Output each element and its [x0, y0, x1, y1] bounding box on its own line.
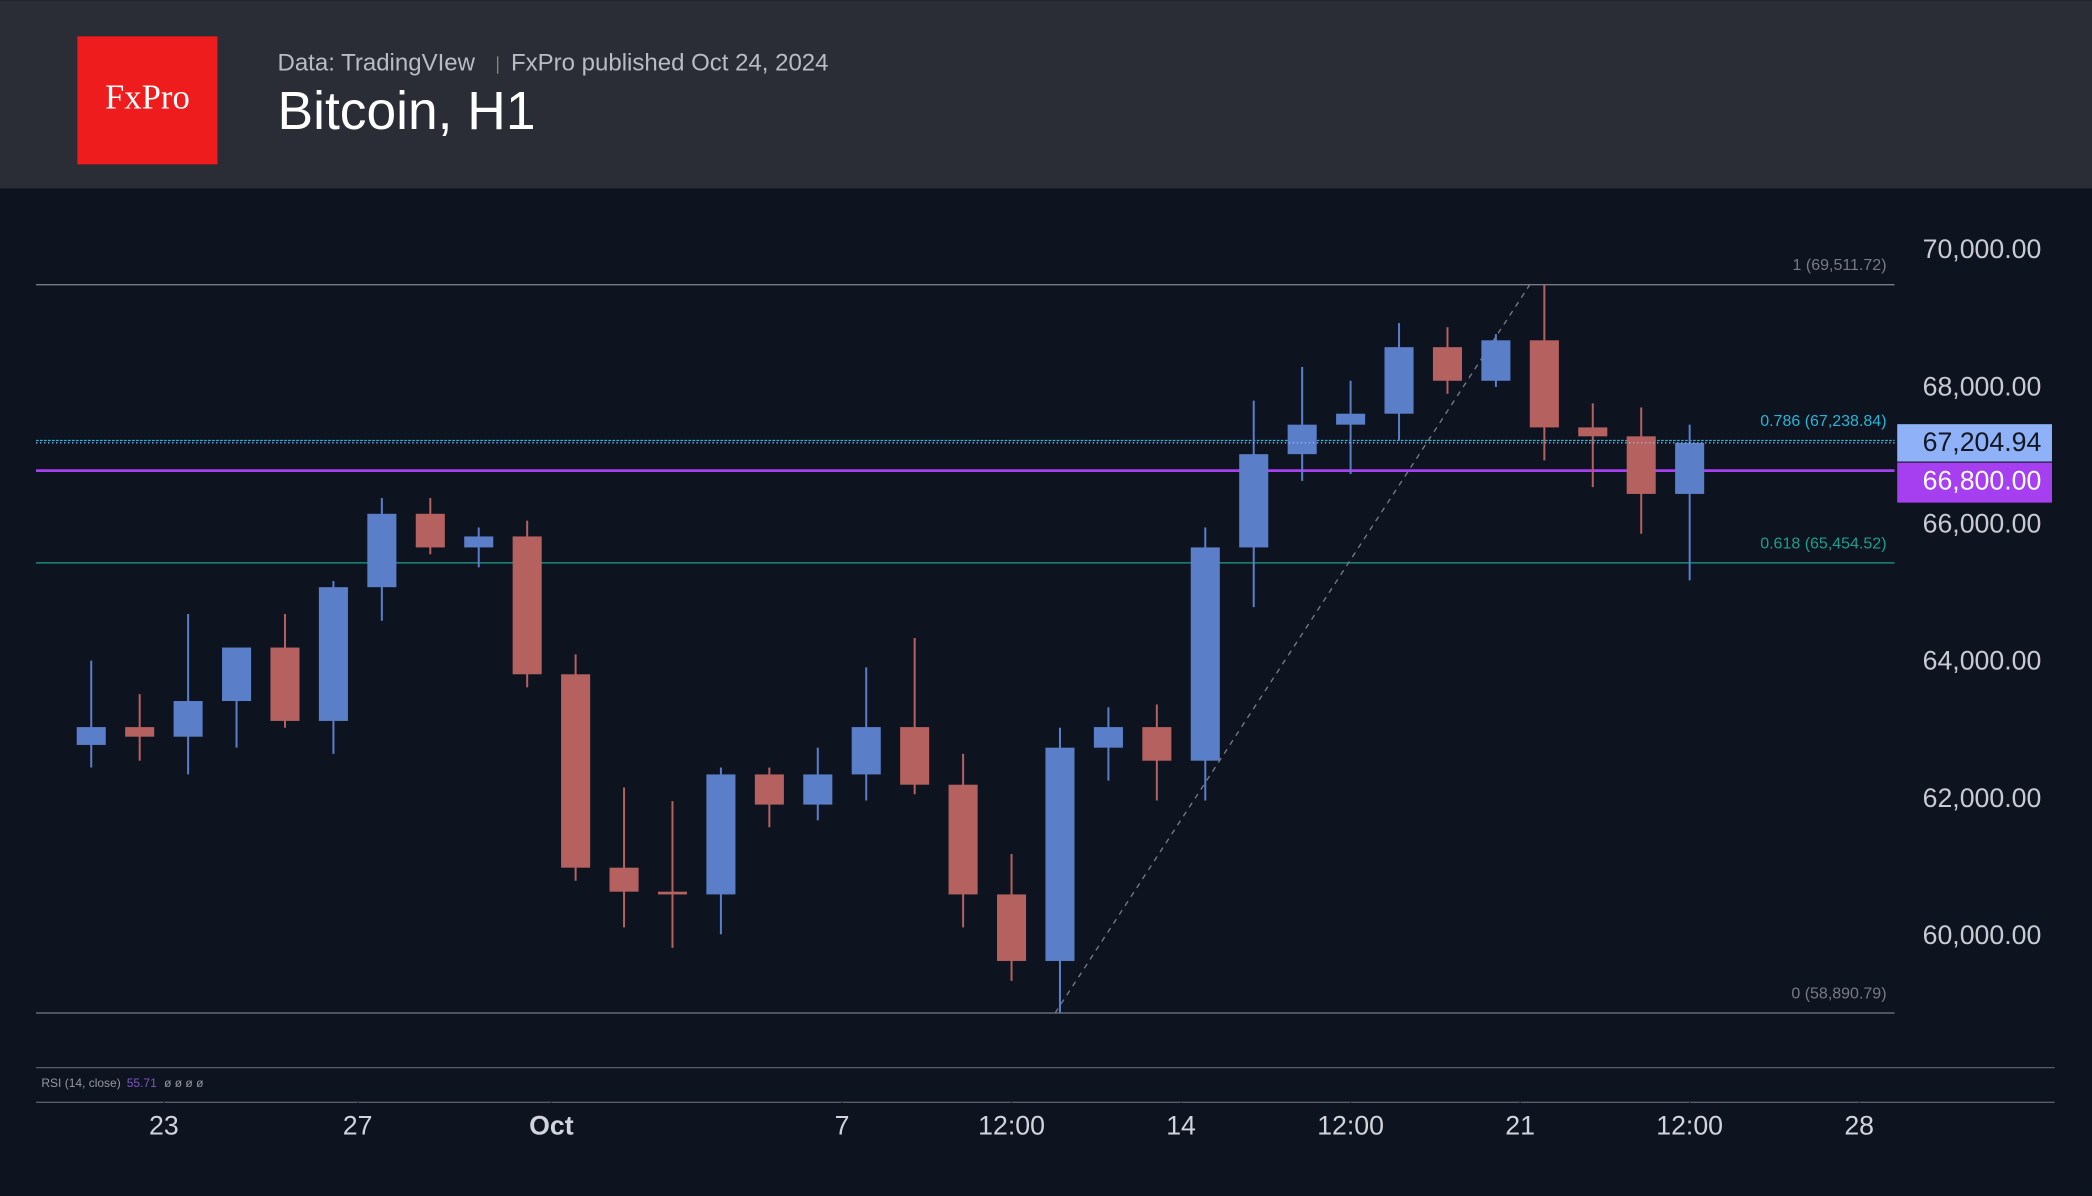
rsi-value: 55.71 — [127, 1076, 157, 1090]
source: Data: TradingVIew — [278, 50, 476, 77]
rsi-extra: ø ø ø ø — [164, 1076, 204, 1090]
y-tick-label: 68,000.00 — [1923, 371, 2042, 401]
x-tick-label: 14 — [1166, 1111, 1196, 1141]
candle-body — [125, 727, 155, 737]
y-tick-label: 62,000.00 — [1923, 783, 2042, 813]
candle-body — [1045, 747, 1075, 961]
candle-body — [173, 701, 203, 737]
candle-body — [270, 647, 300, 721]
logo — [77, 36, 218, 165]
fib-label: 1 (69,511.72) — [1793, 257, 1887, 274]
candle-body — [1287, 424, 1317, 455]
candle-body — [900, 727, 930, 785]
candle-body — [1675, 442, 1705, 494]
header-bar — [0, 0, 2092, 189]
last-price-label: 67,204.94 — [1923, 427, 2042, 457]
candle-body — [754, 774, 784, 805]
candle-body — [318, 587, 348, 721]
candle-body — [1384, 347, 1414, 414]
x-tick-label: 7 — [835, 1111, 850, 1141]
candle-body — [1190, 547, 1220, 761]
candle-body — [657, 891, 688, 895]
x-tick-label: 27 — [343, 1111, 373, 1141]
candle-body — [367, 513, 397, 588]
x-tick-label: 12:00 — [1317, 1111, 1384, 1141]
x-tick-label: 23 — [149, 1111, 179, 1141]
y-tick-label: 66,000.00 — [1923, 509, 2042, 539]
candle-body — [1432, 347, 1463, 381]
fib-label: 0 (58,890.79) — [1791, 986, 1886, 1003]
level-box — [1897, 462, 2052, 503]
last-price-box — [1897, 424, 2052, 462]
fib-label: 0.786 (67,238.84) — [1760, 413, 1886, 430]
x-tick-label: 12:00 — [978, 1111, 1045, 1141]
candle-body — [1529, 340, 1559, 428]
x-tick-label: 28 — [1844, 1111, 1874, 1141]
x-tick-label: Oct — [529, 1111, 574, 1141]
candle-body — [561, 674, 591, 868]
candle-body — [1578, 427, 1608, 437]
candle-body — [609, 867, 639, 892]
candle-body — [512, 536, 542, 675]
y-tick-label: 60,000.00 — [1923, 920, 2042, 950]
candle-body — [1626, 436, 1656, 494]
chart-title: Bitcoin, H1 — [278, 82, 536, 141]
candle-body — [803, 774, 833, 805]
y-tick-label: 70,000.00 — [1923, 234, 2042, 264]
logo-text: FxPro — [105, 77, 190, 116]
x-tick-label: 21 — [1505, 1111, 1535, 1141]
level-label: 66,800.00 — [1923, 466, 2042, 496]
candle-body — [997, 894, 1027, 961]
candle-body — [1093, 727, 1123, 748]
candle-body — [464, 536, 494, 548]
rsi-name: RSI (14, close) — [41, 1076, 120, 1090]
candle-body — [706, 774, 736, 895]
candle-body — [851, 727, 881, 775]
fib-label: 0.618 (65,454.52) — [1760, 535, 1886, 552]
candle-body — [222, 647, 252, 702]
candle-body — [1336, 413, 1366, 425]
candle-body — [1142, 727, 1172, 761]
candle-body — [1481, 340, 1511, 381]
publisher: FxPro published Oct 24, 2024 — [511, 50, 829, 77]
y-tick-label: 64,000.00 — [1923, 646, 2042, 676]
candle-body — [415, 513, 445, 548]
candle-body — [76, 727, 106, 745]
candle-body — [1239, 454, 1269, 548]
candle-body — [948, 784, 978, 895]
x-tick-label: 12:00 — [1656, 1111, 1723, 1141]
